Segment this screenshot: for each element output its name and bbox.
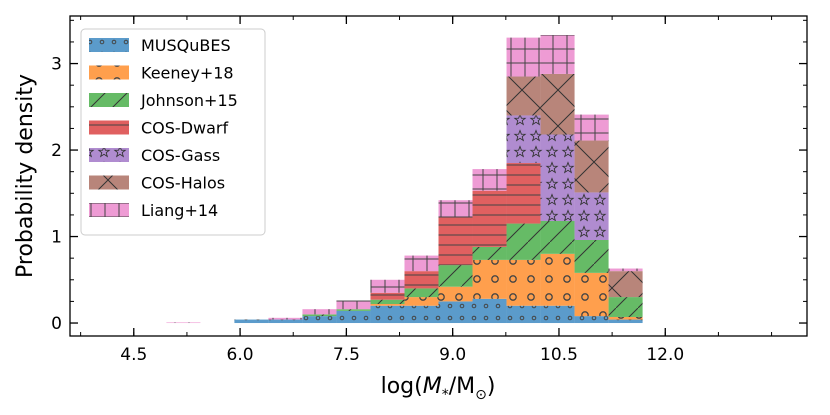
bar-hatch [268, 319, 303, 324]
x-axis-label: log(M*/M⊙) [381, 374, 496, 403]
x-tick-label: 12.0 [646, 345, 684, 365]
bar-hatch [370, 299, 405, 304]
bar-hatch [268, 317, 303, 320]
legend-item: Keeney+18 [89, 64, 234, 83]
bar-hatch [574, 240, 609, 273]
x-tick-label: 6.0 [227, 345, 254, 365]
axis-ticks: 4.5 6.0 7.5 9.0 10.5 12.0 0 1 2 3 [51, 16, 807, 365]
bar-hatch [540, 73, 575, 135]
x-tick-label: 9.0 [439, 345, 466, 365]
legend: MUSQuBES Keeney+18 Johnson+15 COS-Dwarf COS-… [80, 28, 266, 236]
bar-hatch [506, 305, 541, 324]
legend-item: COS-Gass [89, 146, 220, 165]
bar-hatch [472, 169, 507, 191]
bar-hatch [370, 304, 405, 306]
bar-hatch [438, 286, 473, 302]
legend-swatch-hatch [89, 175, 129, 190]
legend-label: Johnson+15 [140, 91, 238, 110]
y-tick-label: 1 [51, 228, 62, 248]
bar-hatch [302, 316, 337, 324]
series-cos-gass [506, 115, 609, 240]
legend-label: MUSQuBES [141, 36, 231, 55]
bar-hatch [506, 37, 541, 77]
bar-hatch [506, 76, 541, 116]
bar-hatch [438, 301, 473, 324]
bar-hatch [336, 309, 371, 311]
series-keeney-18 [370, 253, 643, 320]
bar-hatch [608, 319, 643, 324]
series-musqubes [234, 298, 643, 324]
legend-label: Keeney+18 [141, 64, 234, 83]
bar-hatch [234, 319, 269, 324]
legend-item: COS-Halos [89, 174, 225, 193]
bar-hatch [302, 309, 337, 315]
bar-hatch [608, 268, 643, 272]
bar-hatch [336, 300, 371, 310]
legend-swatch-hatch [89, 120, 129, 135]
bar-hatch [472, 259, 507, 299]
bar-hatch [370, 279, 405, 293]
legend-label: COS-Halos [141, 174, 225, 193]
bar-hatch [506, 115, 541, 164]
bar-hatch [574, 114, 609, 141]
x-tick-label: 7.5 [333, 345, 360, 365]
legend-label: COS-Gass [141, 146, 220, 165]
legend-label: COS-Dwarf [141, 119, 228, 138]
bar-hatch [166, 322, 201, 324]
plot-frame [69, 15, 808, 337]
legend-swatch-hatch [89, 203, 129, 217]
bar-hatch [506, 223, 541, 260]
bar-hatch [574, 192, 609, 240]
legend-item: Liang+14 [89, 201, 218, 220]
bar-hatch [540, 220, 575, 254]
bar-hatch [472, 190, 507, 247]
y-axis-label: Probability density [13, 74, 38, 278]
bar-hatch [404, 297, 439, 306]
bar-hatch [608, 316, 643, 320]
bar-hatch [506, 163, 541, 224]
y-tick-label: 3 [51, 55, 62, 75]
bar-hatch [370, 305, 405, 324]
x-tick-label: 10.5 [540, 345, 578, 365]
legend-item: Johnson+15 [89, 91, 238, 110]
bar-hatch [438, 217, 473, 266]
bar-hatch [574, 272, 609, 317]
bar-hatch [438, 200, 473, 218]
bar-hatch [540, 134, 575, 221]
legend-item: MUSQuBES [89, 36, 231, 55]
series-cos-halos [506, 73, 643, 298]
bar-hatch [608, 271, 643, 298]
bar-hatch [472, 298, 507, 324]
bar-hatch [540, 253, 575, 306]
bar-hatch [370, 292, 405, 300]
bar-hatch [506, 259, 541, 306]
legend-item: COS-Dwarf [89, 119, 228, 138]
legend-swatch-hatch [89, 38, 129, 52]
series-cos-dwarf [370, 163, 541, 300]
legend-swatch-hatch [89, 93, 129, 107]
legend-swatch-hatch [89, 148, 129, 162]
bars-group [166, 35, 643, 324]
legend-swatch-hatch [89, 65, 129, 80]
series-liang-14 [166, 35, 643, 324]
bar-hatch [302, 314, 337, 317]
bar-hatch [472, 246, 507, 260]
bar-hatch [404, 255, 439, 272]
series-johnson-15 [302, 220, 643, 317]
bar-hatch [574, 316, 609, 324]
x-tick-label: 4.5 [120, 345, 147, 365]
bar-hatch [404, 305, 439, 324]
bar-hatch [404, 271, 439, 289]
bar-hatch [404, 288, 439, 298]
bar-hatch [336, 310, 371, 324]
bar-hatch [608, 297, 643, 317]
y-tick-label: 0 [51, 314, 62, 334]
bar-hatch [540, 35, 575, 74]
bar-hatch [438, 265, 473, 287]
legend-label: Liang+14 [141, 201, 218, 220]
bar-hatch [574, 140, 609, 193]
bar-hatch [540, 305, 575, 324]
y-tick-label: 2 [51, 141, 62, 161]
